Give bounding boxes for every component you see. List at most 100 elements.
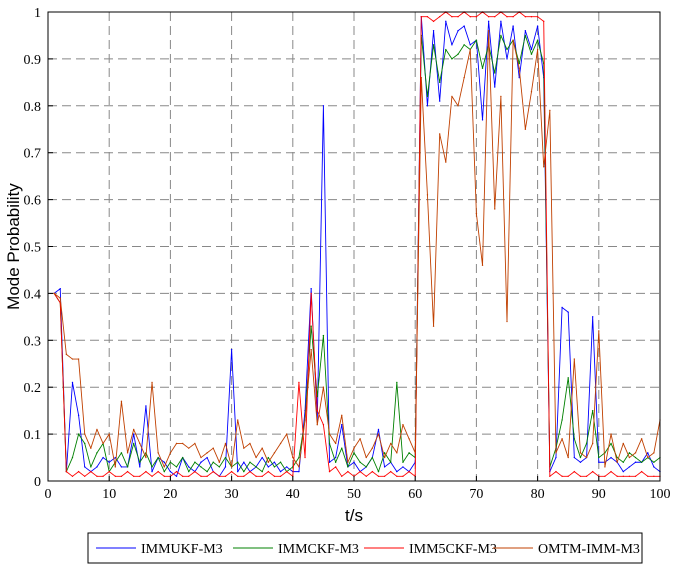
x-tick-label: 0 [45,487,52,502]
data-point [328,442,331,445]
data-point [567,311,569,313]
data-point [90,447,92,449]
data-point [494,15,496,18]
data-point [426,194,429,196]
data-point [543,20,545,23]
legend-label: IMM5CKF-M3 [409,542,497,557]
data-point [524,15,527,18]
data-point [151,466,153,468]
legend-label: IMMUKF-M3 [141,542,223,557]
data-point [426,105,429,107]
data-point [610,442,612,445]
data-point [163,470,165,473]
data-point [359,461,361,463]
data-point [188,466,190,468]
data-point [432,20,435,23]
data-point [432,44,435,46]
data-point [359,438,361,440]
data-point [175,470,178,473]
data-point [524,128,527,130]
data-point [188,475,190,478]
data-point [218,461,221,463]
data-point [224,475,227,478]
data-point [188,447,190,449]
x-tick-label: 60 [408,487,422,502]
data-point [598,456,600,459]
data-point [304,456,306,459]
data-point [634,456,637,459]
data-point [71,381,74,384]
data-point [463,44,465,46]
data-point [341,414,343,417]
x-axis-label: t/s [345,506,363,525]
series-line [53,11,660,477]
data-point [585,442,588,445]
data-point [175,442,178,445]
data-point [573,470,576,473]
data-point [457,30,459,32]
data-point [249,470,251,473]
data-point [230,348,233,351]
data-point [273,466,276,468]
data-point [206,452,208,454]
x-tick-label: 40 [286,487,300,502]
data-point [475,212,478,215]
data-point [334,461,337,463]
data-point [579,456,582,459]
data-point [518,62,520,65]
data-point [71,358,74,360]
y-tick-label: 0.8 [24,100,42,115]
data-point [145,470,147,473]
data-point [353,461,355,463]
data-point [457,105,459,107]
data-point [84,442,86,445]
data-point [322,424,325,426]
data-point [347,470,349,473]
data-point [169,452,172,454]
data-point [500,34,502,37]
data-point [500,20,502,23]
data-point [53,292,55,295]
data-point [139,466,141,468]
data-point [377,475,380,478]
data-point [463,25,465,27]
data-point [383,456,386,459]
data-point [396,381,398,384]
data-point [102,442,104,445]
data-point [377,428,380,431]
data-point [206,470,208,473]
y-tick-label: 0.5 [24,241,42,256]
data-point [139,461,141,463]
data-point [255,456,257,459]
data-point [653,475,655,478]
data-point [530,15,533,18]
data-point [451,44,453,46]
data-point [506,320,508,323]
data-point [224,466,227,468]
data-point [628,456,631,459]
data-point [90,466,92,468]
data-point [481,264,484,266]
data-point [181,442,184,445]
data-point [77,470,80,473]
data-point [157,456,159,459]
data-point [237,461,239,463]
data-point [359,470,361,473]
data-point [96,475,98,478]
data-point [536,25,539,27]
data-point [139,475,141,478]
y-axis-label: Mode Probability [4,183,23,310]
data-point [518,76,520,79]
data-point [585,475,588,478]
data-point [365,466,367,468]
data-point [610,433,612,435]
data-point [506,15,508,18]
data-point [463,76,465,79]
y-tick-label: 0.9 [24,53,42,68]
data-point [365,456,367,459]
data-point [181,475,184,478]
data-point [59,288,61,290]
data-point [494,72,496,74]
data-point [304,419,306,421]
data-point [145,456,147,459]
